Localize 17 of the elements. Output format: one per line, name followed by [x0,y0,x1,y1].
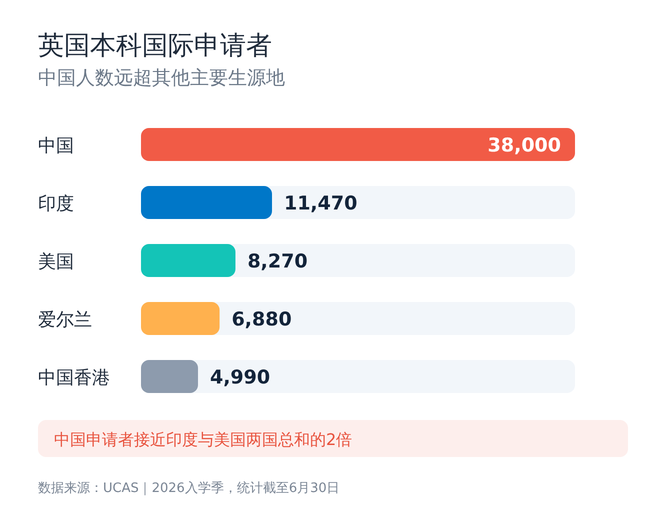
data-label: 6,880 [232,308,292,330]
data-label: 38,000 [488,134,561,156]
bar [141,244,236,277]
bar [141,360,198,393]
y-tick-label: 中国 [38,136,74,156]
data-label: 8,270 [247,250,308,272]
bar [141,302,220,335]
y-tick-label: 中国香港 [38,368,110,388]
data-label: 11,470 [284,192,358,214]
text: 中国申请者接近印度与美国两国总和的2倍 [54,430,352,449]
source-note: 数据来源：UCAS｜2026入学季，统计截至6月30日 [38,481,340,496]
y-tick-label: 爱尔兰 [38,310,92,330]
y-tick-label: 印度 [38,194,74,214]
chart-subtitle: 中国人数远超其他主要生源地 [38,67,285,89]
data-label: 4,990 [210,366,270,388]
y-tick-label: 美国 [38,252,74,272]
chart-title: 英国本科国际申请者 [38,31,272,61]
